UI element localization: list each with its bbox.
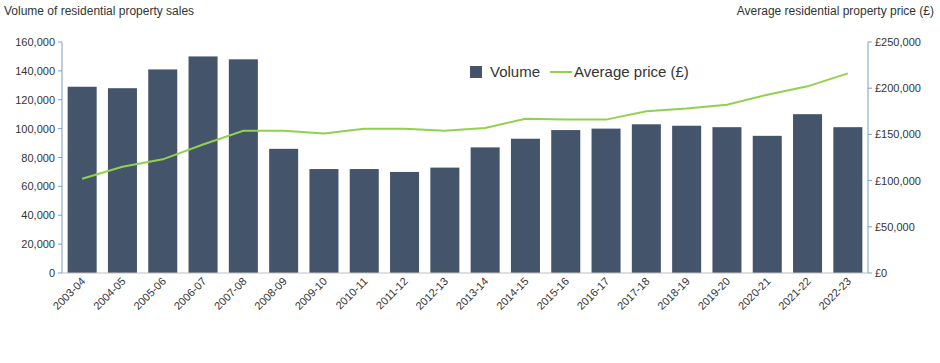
x-tick-label: 2011-12 — [374, 275, 410, 311]
y-tick-label: 100,000 — [15, 123, 55, 135]
y2-tick-label: £250,000 — [875, 36, 921, 48]
y-tick — [58, 186, 62, 187]
bar — [68, 87, 97, 273]
y-tick — [58, 273, 62, 274]
bar — [632, 124, 661, 273]
x-tick-label: 2016-17 — [574, 275, 611, 312]
page: {"chart_data": { "type": "bar", "ylabel"… — [0, 0, 940, 363]
y2-tick-label: £100,000 — [875, 175, 921, 187]
legend: Volume Average price (£) — [470, 63, 689, 80]
x-tick-label: 2020-21 — [736, 275, 773, 312]
y2-tick — [868, 88, 872, 89]
y-tick-label: 160,000 — [15, 36, 55, 48]
x-axis-line — [62, 273, 868, 274]
x-tick-label: 2008-09 — [252, 275, 289, 312]
x-tick-label: 2007-08 — [212, 275, 249, 312]
y2-tick — [868, 42, 872, 43]
x-tick-label: 2006-07 — [171, 275, 208, 312]
legend-swatch — [470, 66, 482, 78]
legend-label: Average price (£) — [574, 63, 689, 80]
bar — [108, 88, 137, 273]
bar — [430, 168, 459, 273]
y-tick — [58, 157, 62, 158]
y2-axis-line — [868, 42, 869, 273]
line — [82, 73, 848, 178]
bar — [833, 127, 862, 273]
x-tick-label: 2019-20 — [695, 275, 732, 312]
y-tick — [58, 215, 62, 216]
bar — [753, 136, 782, 273]
y2-tick-label: £150,000 — [875, 128, 921, 140]
x-tick-label: 2013-14 — [454, 275, 491, 312]
y-tick — [58, 128, 62, 129]
bar — [189, 56, 218, 273]
y-tick — [58, 70, 62, 71]
x-tick-label: 2003-04 — [51, 275, 88, 312]
y-tick-label: 120,000 — [15, 94, 55, 106]
y-tick — [58, 99, 62, 100]
bar — [712, 127, 741, 273]
bar — [551, 130, 580, 273]
bar — [672, 126, 701, 273]
y2-tick — [868, 226, 872, 227]
x-tick-label: 2010-11 — [333, 275, 369, 311]
y-tick — [58, 42, 62, 43]
y2-tick — [868, 273, 872, 274]
x-tick-label: 2017-18 — [615, 275, 652, 312]
y-tick-label: 140,000 — [15, 65, 55, 77]
bar — [471, 147, 500, 273]
y2-tick-label: £50,000 — [875, 221, 915, 233]
bar — [511, 139, 540, 273]
x-tick-label: 2014-15 — [494, 275, 531, 312]
bar — [793, 114, 822, 273]
bar — [592, 129, 621, 273]
x-tick-label: 2018-19 — [655, 275, 692, 312]
y2-tick-label: £200,000 — [875, 82, 921, 94]
x-tick-label: 2022-23 — [816, 275, 853, 312]
y2-tick — [868, 180, 872, 181]
y-axis-title: Volume of residential property sales — [4, 4, 194, 18]
y2-tick — [868, 134, 872, 135]
bar — [390, 172, 419, 273]
bar — [148, 69, 177, 273]
legend-label: Volume — [490, 63, 540, 80]
bar — [309, 169, 338, 273]
x-tick-label: 2005-06 — [131, 275, 168, 312]
x-tick-label: 2012-13 — [413, 275, 450, 312]
y2-tick-label: £0 — [875, 267, 887, 279]
bar — [269, 149, 298, 273]
x-tick-label: 2021-22 — [776, 275, 813, 312]
legend-swatch — [550, 71, 572, 73]
y-tick-label: 60,000 — [21, 180, 55, 192]
x-tick-label: 2004-05 — [91, 275, 128, 312]
x-tick-label: 2009-10 — [292, 275, 329, 312]
chart: Volume of residential property sales Aver… — [0, 0, 940, 363]
bar — [350, 169, 379, 273]
y-tick — [58, 244, 62, 245]
y-tick-label: 20,000 — [21, 238, 55, 250]
y-tick-label: 80,000 — [21, 152, 55, 164]
bar — [229, 59, 258, 273]
y-tick-label: 40,000 — [21, 209, 55, 221]
y-axis-line — [62, 42, 63, 273]
y-tick-label: 0 — [49, 267, 55, 279]
y2-axis-title: Average residential property price (£) — [737, 4, 934, 18]
plot-area — [68, 56, 863, 273]
x-tick-label: 2015-16 — [534, 275, 571, 312]
